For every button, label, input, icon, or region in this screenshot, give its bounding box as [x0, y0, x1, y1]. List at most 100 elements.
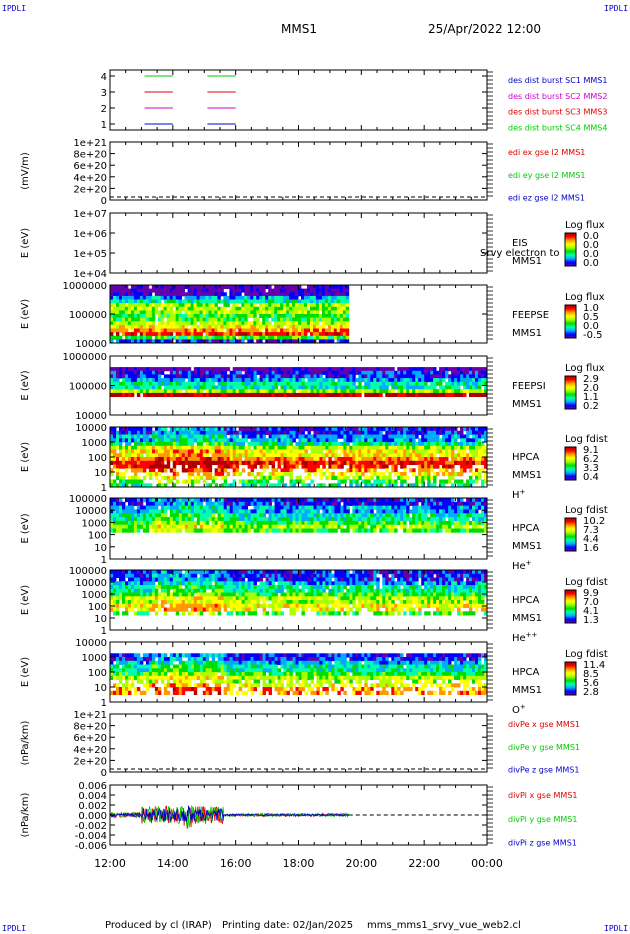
frame-edi — [109, 141, 488, 201]
ytick-label-hpca-he: 1 — [101, 555, 107, 566]
ytick-label-hpca-h: 1 — [101, 483, 107, 494]
corner-label-top-right: IPDLI — [604, 4, 629, 13]
instrument-label-hpca-he-1: MMS1 — [512, 541, 542, 552]
footer-producer: Produced by cl (IRAP) — [105, 920, 212, 931]
colorbar-title-feepsi: Log flux — [565, 363, 605, 374]
colorbar-tick-eis: 0.0 — [583, 240, 599, 251]
colorbar-feepse — [564, 304, 577, 339]
panel-hpca-o: 10000 1000 100 10 1 E (eV) HPCA MMS1 O+ Log fdist… — [20, 638, 608, 716]
ytick-label-divpi: 0.000 — [78, 811, 107, 822]
colorbar-title-hpca-he: Log fdist — [565, 505, 608, 516]
corner-label-top-left: IPDLI — [2, 4, 27, 13]
ytick-label-hpca-o: 10000 — [75, 638, 107, 649]
instrument-label-feepse-1: MMS1 — [512, 328, 542, 339]
legend-burst-0: des dist burst SC1 MMS1 — [508, 76, 607, 85]
instrument-label-hpca-he-0: HPCA — [512, 523, 540, 534]
colorbar-tick-eis: 0.0 — [583, 249, 599, 260]
ylabel-divpe: (nPa/km) — [20, 721, 31, 766]
instrument-label-hpca-hepp-0: HPCA — [512, 595, 540, 606]
colorbar-hpca-o — [564, 661, 577, 696]
ytick-label-edi: 8e+20 — [73, 150, 107, 161]
ytick-label-hpca-o: 10 — [94, 683, 107, 694]
legend-divpi-1: divPi y gse MMS1 — [508, 815, 577, 824]
colorbar-title-eis: Log flux — [565, 220, 605, 231]
instrument-label-feepse-0: FEEPSE — [512, 310, 549, 321]
colorbar-tick-feepsi: 2.0 — [583, 383, 599, 394]
colorbar-hpca-he — [564, 517, 577, 552]
colorbar-tick-hpca-he: 7.3 — [583, 525, 599, 536]
ytick-label-hpca-he: 10000 — [75, 506, 107, 517]
colorbar-tick-hpca-hepp: 7.0 — [583, 597, 599, 608]
colorbar-tick-feepse: -0.5 — [583, 330, 603, 341]
instrument-label-feepsi-0: FEEPSI — [512, 381, 546, 392]
divpi-series-z — [109, 805, 349, 823]
corner-label-bottom-left: IPDLI — [2, 924, 27, 933]
colorbar-hpca-hepp — [564, 589, 577, 624]
spectrogram-hpca-o — [110, 653, 488, 695]
ytick-label-hpca-o: 1000 — [82, 653, 107, 664]
colorbar-title-hpca-o: Log fdist — [565, 649, 608, 660]
ytick-label-feepsi: 1000000 — [62, 352, 107, 363]
colorbar-tick-feepsi: 0.2 — [583, 401, 599, 412]
instrument-label-hpca-hepp-1: MMS1 — [512, 613, 542, 624]
ytick-label-divpe: 0 — [101, 768, 107, 779]
ylabel-hpca-h: E (eV) — [20, 442, 31, 472]
colorbar-tick-hpca-h: 0.4 — [583, 472, 599, 483]
instrument-label-hpca-o-0: HPCA — [512, 667, 540, 678]
legend-burst-3: des dist burst SC4 MMS4 — [508, 124, 607, 133]
frame-burst — [109, 69, 488, 131]
spectrogram-hpca-he — [110, 498, 488, 533]
ytick-label-burst: 2 — [101, 104, 107, 115]
colorbar-hpca-h — [564, 446, 577, 481]
ylabel-hpca-o: E (eV) — [20, 657, 31, 687]
ytick-label-hpca-hepp: 1 — [101, 626, 107, 637]
footer-filename: mms_mms1_srvy_vue_web2.cl — [367, 920, 521, 931]
ytick-label-feepse: 1000000 — [62, 281, 107, 292]
colorbar-tick-feepsi: 1.1 — [583, 392, 599, 403]
instrument-label-hpca-h-0: HPCA — [512, 452, 540, 463]
xtick-label: 20:00 — [345, 857, 377, 870]
ytick-label-eis: 1e+05 — [73, 249, 107, 260]
ytick-label-burst: 1 — [101, 120, 107, 131]
panel-feepsi: 1000000 100000 10000 E (eV) FEEPSI MMS1 Log fl… — [20, 352, 605, 422]
corner-label-bottom-right: IPDLI — [604, 924, 629, 933]
ytick-label-hpca-he: 100 — [88, 531, 107, 542]
instrument-label-hpca-hepp-2: He++ — [512, 631, 538, 644]
legend-burst-1: des dist burst SC2 MMS2 — [508, 92, 607, 101]
colorbar-tick-hpca-hepp: 1.3 — [583, 615, 599, 626]
instrument-label-hpca-he-2: He+ — [512, 559, 532, 572]
ytick-label-edi: 4e+20 — [73, 173, 107, 184]
xtick-label: 16:00 — [220, 857, 252, 870]
ytick-label-hpca-hepp: 10 — [94, 614, 107, 625]
ytick-label-hpca-hepp: 10000 — [75, 578, 107, 589]
xtick-label: 22:00 — [408, 857, 440, 870]
ytick-label-divpi: -0.004 — [75, 831, 107, 842]
ytick-label-divpe: 6e+20 — [73, 733, 107, 744]
colorbar-title-feepse: Log flux — [565, 292, 605, 303]
ytick-label-divpe: 1e+21 — [73, 710, 107, 721]
instrument-label-hpca-o-1: MMS1 — [512, 685, 542, 696]
ytick-label-divpe: 2e+20 — [73, 756, 107, 767]
colorbar-tick-hpca-hepp: 9.9 — [583, 588, 599, 599]
ytick-label-edi: 6e+20 — [73, 161, 107, 172]
colorbar-tick-hpca-o: 11.4 — [583, 660, 605, 671]
instrument-label-eis-1: MMS1 — [512, 256, 542, 267]
colorbar-tick-feepse: 1.0 — [583, 303, 599, 314]
panel-hpca-h: 10000 1000 100 10 1 E (eV) HPCA MMS1 H+ Log fdist… — [20, 423, 608, 501]
ytick-label-hpca-hepp: 100 — [88, 602, 107, 613]
ytick-label-divpi: 0.006 — [78, 781, 107, 792]
ytick-label-eis: 1e+06 — [73, 229, 107, 240]
colorbar-tick-eis: 0.0 — [583, 231, 599, 242]
ytick-label-hpca-o: 100 — [88, 668, 107, 679]
legend-divpe-2: divPe z gse MMS1 — [508, 766, 579, 775]
overlay-text-eis: Srvy electron to — [480, 248, 560, 259]
summary-plot: 4 3 2 1 des dist burst SC1 MMS1 des dist burs… — [20, 69, 608, 870]
ytick-label-eis: 1e+07 — [73, 209, 107, 220]
ylabel-eis: E (eV) — [20, 228, 31, 258]
legend-edi-1: edi ey gse l2 MMS1 — [508, 171, 586, 180]
colorbar-tick-eis: 0.0 — [583, 258, 599, 269]
frame-eis — [109, 212, 488, 274]
ylabel-hpca-hepp: E (eV) — [20, 585, 31, 615]
